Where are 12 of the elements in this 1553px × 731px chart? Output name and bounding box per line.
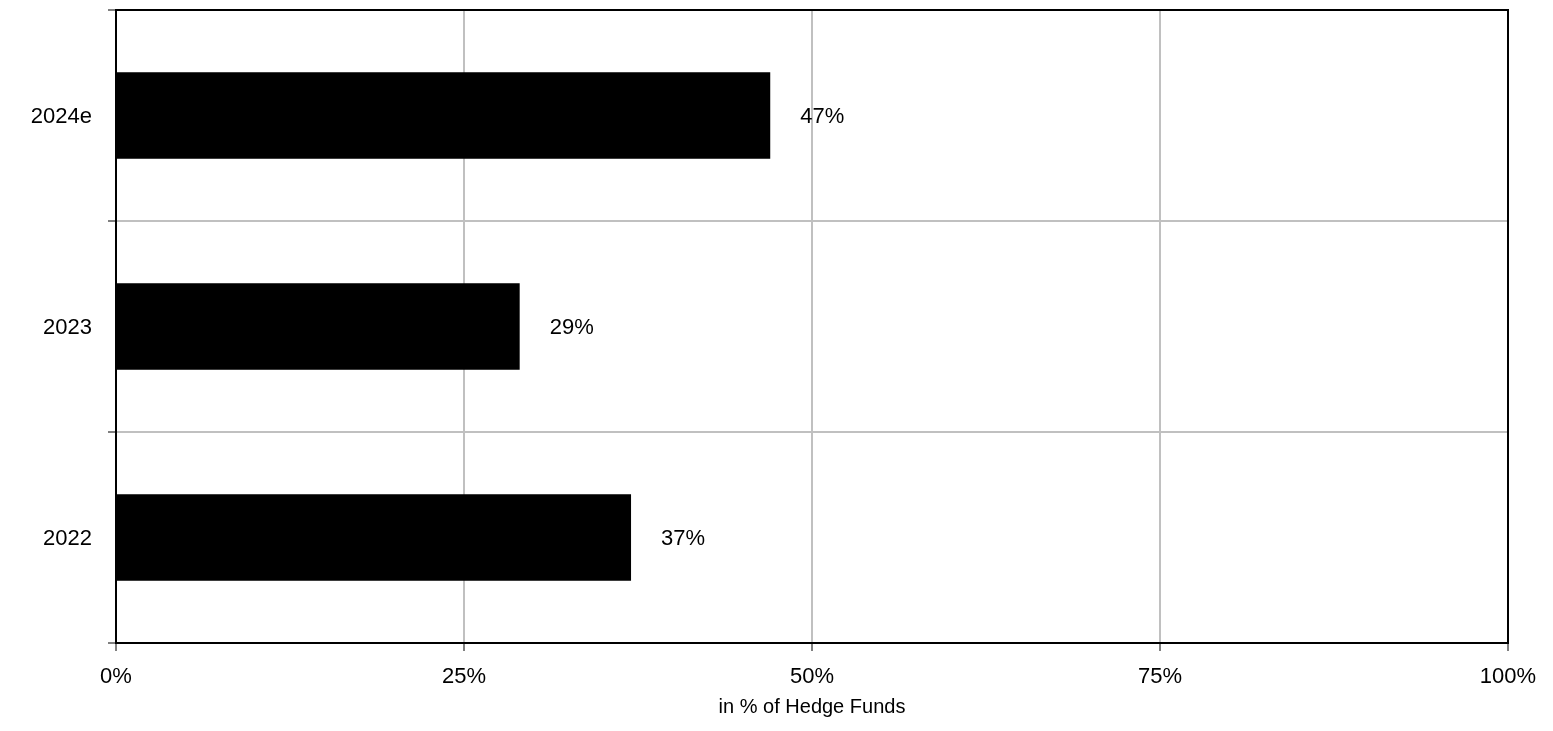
x-tick-label: 50% [789,663,835,688]
y-tick-label: 2024e [30,103,92,129]
x-tick-label: 0% [100,663,132,688]
x-tick-label: 25% [441,663,487,688]
y-tick-label: 2022 [43,525,92,551]
x-tick-label: 100% [1479,663,1537,688]
y-tick-label: 2023 [43,314,92,340]
data-label: 29% [549,314,594,340]
data-label: 47% [800,103,845,129]
x-tick-label: 75% [1137,663,1183,688]
x-axis-title: in % of Hedge Funds [718,695,906,717]
data-label: 37% [661,525,706,551]
